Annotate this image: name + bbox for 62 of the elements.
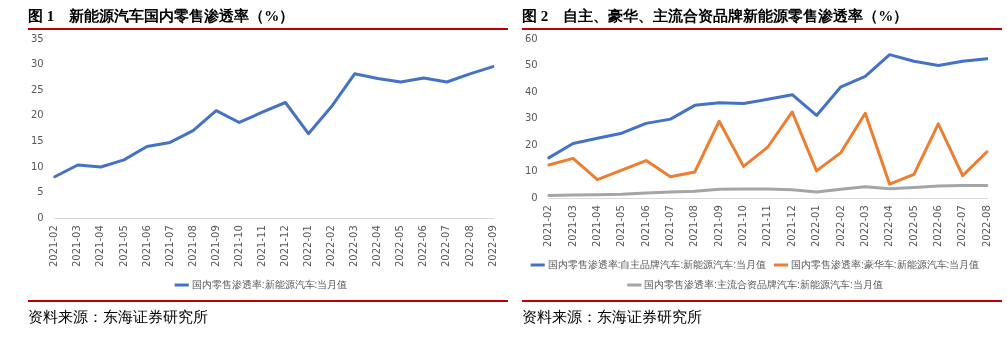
x-tick-label: 2022-06 xyxy=(931,205,943,248)
y-tick-label: 10 xyxy=(524,165,538,177)
y-tick-label: 25 xyxy=(30,83,44,95)
y-tick-label: 50 xyxy=(524,59,538,71)
text: 资料来源：东海证券研究所 xyxy=(522,300,1002,327)
x-tick-label: 2022-01 xyxy=(810,205,822,248)
x-tick-label: 2022-05 xyxy=(907,205,919,248)
x-tick-label: 2022-09 xyxy=(486,225,498,268)
x-tick-label: 2021-10 xyxy=(232,225,244,268)
x-tick-label: 2022-04 xyxy=(371,225,383,268)
x-tick-label: 2021-07 xyxy=(163,225,175,268)
text: 资料来源：东海证券研究所 xyxy=(28,300,508,327)
chart-title: 图 2 自主、豪华、主流合资品牌新能源零售渗透率（%） xyxy=(522,4,1002,30)
x-tick-label: 2021-06 xyxy=(639,205,651,248)
x-tick-label: 2021-02 xyxy=(542,205,554,248)
legend-label: 国内零售渗透率:自主品牌汽车:新能源汽车:当月值 xyxy=(547,258,767,270)
y-tick-label: 30 xyxy=(30,58,44,70)
y-tick-label: 35 xyxy=(30,32,44,44)
x-tick-label: 2021-04 xyxy=(94,225,106,268)
y-tick-label: 15 xyxy=(30,135,44,146)
x-tick-label: 2022-05 xyxy=(394,225,406,268)
x-tick-label: 2021-08 xyxy=(186,225,198,268)
legend-label: 国内零售渗透率:豪华车:新能源汽车:当月值 xyxy=(791,258,980,270)
chart-title: 图 1 新能源汽车国内零售渗透率（%） xyxy=(28,4,508,30)
x-tick-label: 2021-08 xyxy=(688,205,700,248)
x-tick-label: 2021-03 xyxy=(566,205,578,248)
x-tick-label: 2021-06 xyxy=(140,225,152,268)
y-tick-label: 30 xyxy=(524,112,538,124)
x-tick-label: 2022-06 xyxy=(417,225,429,268)
x-tick-label: 2022-08 xyxy=(463,225,475,268)
x-tick-label: 2021-11 xyxy=(761,205,773,248)
x-tick-label: 2021-07 xyxy=(664,205,676,248)
x-tick-label: 2022-02 xyxy=(834,205,846,248)
x-tick-label: 2022-03 xyxy=(858,205,870,248)
y-tick-label: 20 xyxy=(524,138,538,150)
legend-label: 国内零售渗透率:主流合资品牌汽车:新能源汽车:当月值 xyxy=(644,278,883,290)
y-tick-label: 60 xyxy=(524,32,538,44)
x-tick-label: 2021-12 xyxy=(785,205,797,248)
x-tick-label: 2022-07 xyxy=(440,225,452,268)
x-tick-label: 2021-04 xyxy=(591,205,603,248)
y-tick-label: 10 xyxy=(30,160,44,172)
x-tick-label: 2022-04 xyxy=(883,205,895,248)
x-tick-label: 2021-05 xyxy=(117,225,129,268)
x-tick-label: 2022-07 xyxy=(956,205,968,248)
x-tick-label: 2021-12 xyxy=(278,225,290,268)
x-tick-label: 2022-08 xyxy=(980,205,992,248)
y-tick-label: 40 xyxy=(524,85,538,97)
x-tick-label: 2021-03 xyxy=(71,225,83,268)
y-tick-label: 20 xyxy=(30,109,44,121)
x-tick-label: 2022-01 xyxy=(302,225,314,268)
x-tick-label: 2021-10 xyxy=(737,205,749,248)
x-tick-label: 2021-09 xyxy=(209,225,221,268)
y-tick-label: 5 xyxy=(37,186,44,198)
x-tick-label: 2022-03 xyxy=(348,225,360,268)
x-tick-label: 2021-09 xyxy=(712,205,724,248)
y-tick-label: 0 xyxy=(37,211,44,223)
y-tick-label: 0 xyxy=(531,191,538,203)
x-tick-label: 2021-05 xyxy=(615,205,627,248)
x-tick-label: 2022-02 xyxy=(325,225,337,268)
legend-label: 国内零售渗透率:新能源汽车:当月值 xyxy=(191,278,348,290)
x-tick-label: 2021-02 xyxy=(48,225,60,268)
x-tick-label: 2021-11 xyxy=(255,225,267,268)
